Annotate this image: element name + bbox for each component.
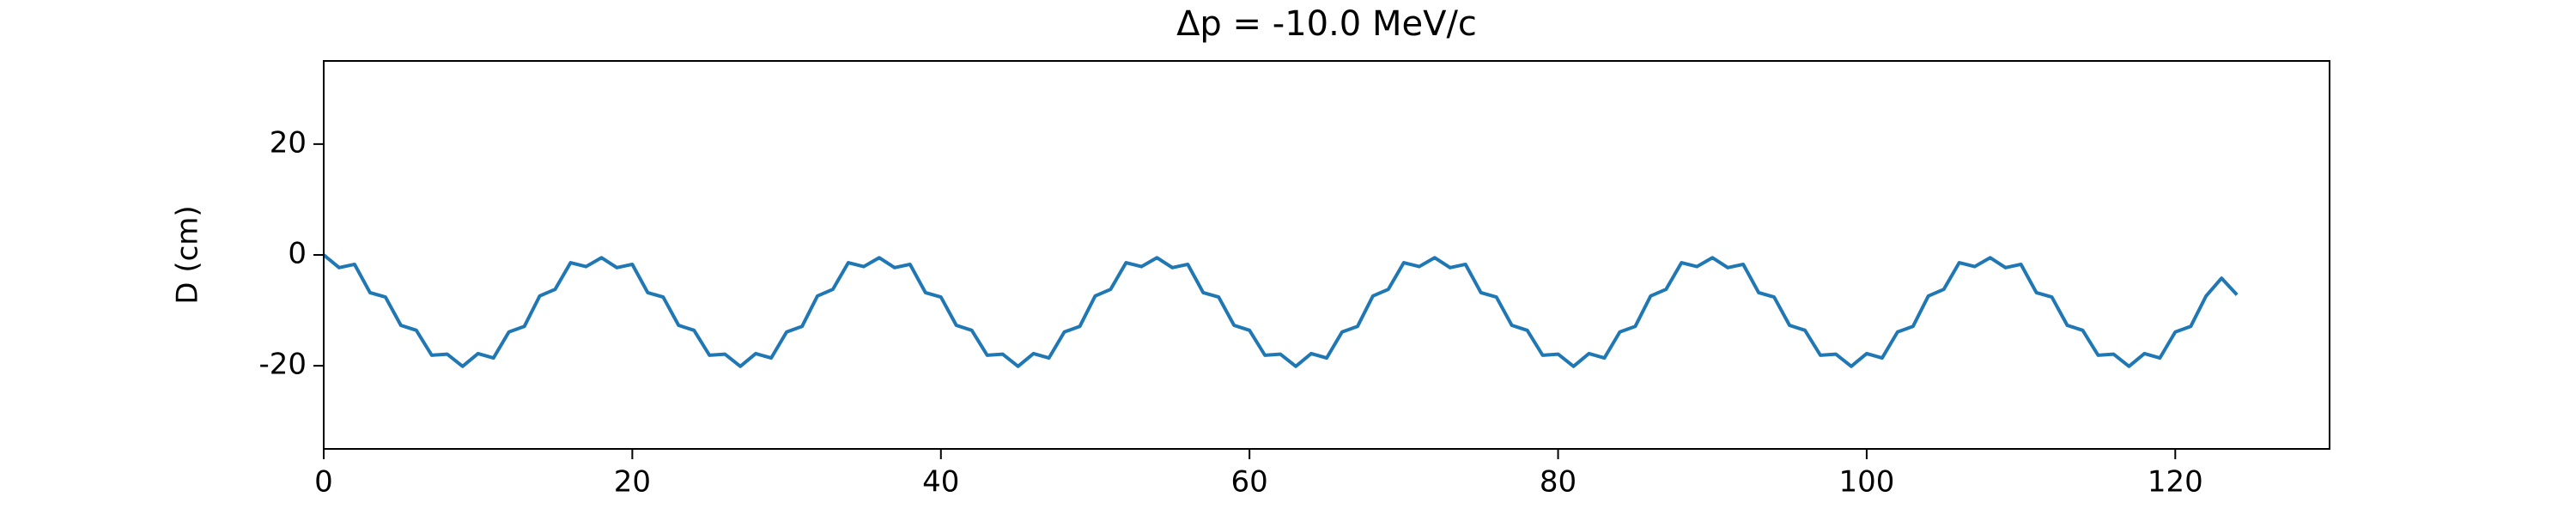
x-tick-label: 120 xyxy=(2148,465,2203,500)
x-tick-label: 100 xyxy=(1838,465,1894,500)
y-tick-label: 0 xyxy=(288,237,307,271)
y-tick-label: 20 xyxy=(270,125,307,160)
x-tick-label: 40 xyxy=(922,465,959,500)
x-tick-label: 20 xyxy=(614,465,651,500)
y-tick-label: -20 xyxy=(258,348,307,382)
x-tick-label: 80 xyxy=(1540,465,1577,500)
x-tick-label: 60 xyxy=(1231,465,1268,500)
data-line xyxy=(322,253,2239,368)
x-tick-label: 0 xyxy=(314,465,333,500)
plot-frame xyxy=(323,60,2330,450)
y-axis-label: D (cm) xyxy=(171,205,205,304)
chart-title: Δp = -10.0 MeV/c xyxy=(1176,4,1477,44)
